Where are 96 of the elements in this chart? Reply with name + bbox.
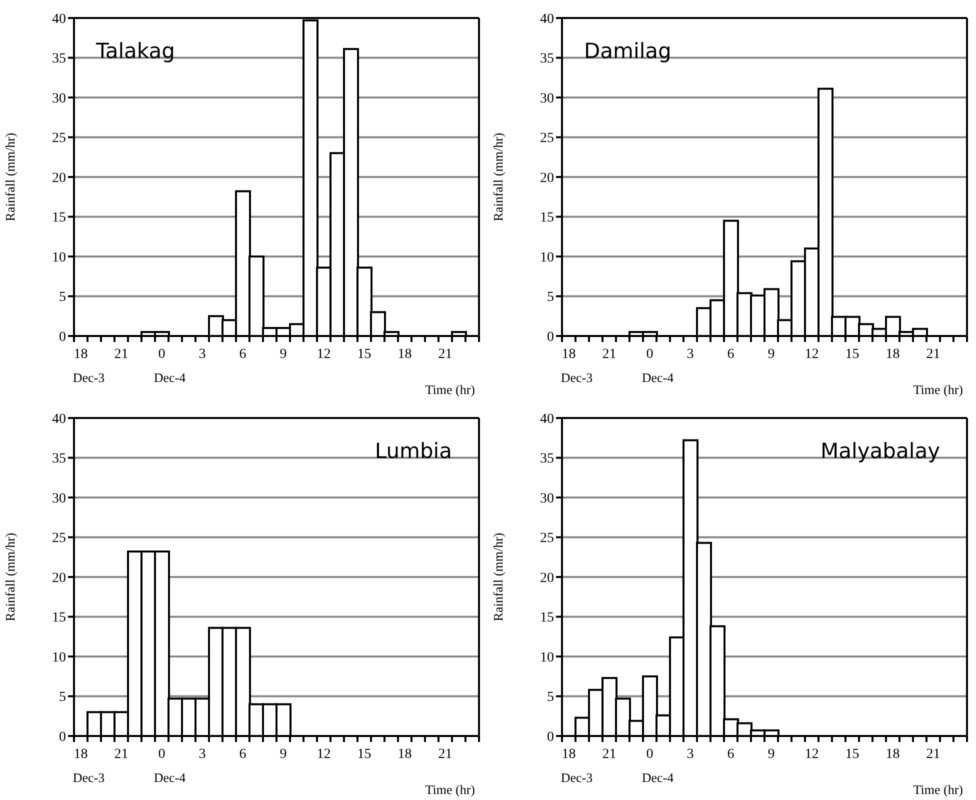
x-tick-label: 21: [114, 747, 128, 762]
text: Damilag: [584, 39, 672, 63]
x-tick-label: 15: [357, 347, 372, 362]
y-tick-label: 5: [59, 290, 66, 306]
text: Dec-3: [72, 770, 105, 785]
text: Dec-3: [560, 770, 593, 785]
x-axis-title: Time (hr): [425, 382, 475, 397]
y-tick-label: 40: [540, 12, 554, 27]
x-tick-label: 18: [886, 347, 900, 362]
y-tick-label: 25: [52, 131, 66, 146]
y-tick-label: 10: [540, 250, 554, 266]
text: Dec-4: [642, 370, 674, 385]
y-tick-label: 10: [52, 650, 66, 666]
x-tick-label: 3: [686, 747, 694, 762]
y-tick-label: 25: [540, 531, 554, 546]
y-tick-label: 40: [52, 12, 66, 27]
x-tick-label: 21: [438, 747, 452, 762]
y-tick-label: 35: [540, 452, 554, 467]
y-tick-label: 0: [59, 330, 66, 345]
y-tick-label: 15: [540, 610, 554, 626]
y-tick-label: 0: [547, 730, 554, 745]
text: Lumbia: [374, 439, 452, 463]
x-tick-label: 18: [74, 747, 88, 762]
y-tick-label: 30: [52, 91, 66, 106]
y-tick-label: 15: [52, 610, 66, 626]
text: Dec-3: [72, 370, 105, 385]
y-tick-label: 35: [52, 452, 66, 467]
x-tick-label: 0: [158, 747, 166, 762]
text: Talakag: [96, 39, 175, 63]
y-tick-label: 5: [59, 690, 66, 706]
y-axis-title: Rainfall (mm/hr): [490, 132, 506, 222]
y-tick-label: 20: [52, 570, 66, 586]
x-tick-label: 12: [316, 347, 331, 362]
x-tick-label: 3: [198, 747, 206, 762]
text: Malyabalay: [820, 439, 940, 463]
x-tick-label: 15: [845, 747, 860, 762]
x-tick-label: 18: [398, 747, 412, 762]
x-tick-label: 9: [280, 347, 287, 362]
y-tick-label: 20: [52, 170, 66, 186]
x-tick-label: 18: [74, 347, 88, 362]
y-tick-label: 30: [540, 491, 554, 506]
x-tick-label: 0: [158, 347, 166, 362]
x-tick-label: 15: [845, 347, 860, 362]
x-tick-label: 3: [198, 347, 206, 362]
y-axis-title: Rainfall (mm/hr): [490, 532, 506, 622]
x-axis-title: Time (hr): [913, 782, 963, 797]
y-tick-label: 35: [52, 52, 66, 67]
x-tick-label: 18: [562, 747, 576, 762]
y-tick-label: 15: [52, 210, 66, 226]
x-tick-label: 9: [280, 747, 287, 762]
y-tick-label: 10: [52, 250, 66, 266]
x-tick-label: 3: [686, 347, 694, 362]
y-tick-label: 5: [547, 690, 554, 706]
y-axis-title: Rainfall (mm/hr): [2, 532, 18, 622]
y-tick-label: 0: [547, 330, 554, 345]
x-axis-title: Time (hr): [913, 382, 963, 397]
x-tick-label: 6: [727, 347, 734, 362]
y-tick-label: 35: [540, 52, 554, 67]
y-tick-label: 30: [52, 491, 66, 506]
y-tick-label: 20: [540, 170, 554, 186]
x-tick-label: 6: [239, 347, 246, 362]
y-tick-label: 25: [540, 131, 554, 146]
x-tick-label: 21: [438, 347, 452, 362]
y-axis-title: Rainfall (mm/hr): [2, 132, 18, 222]
x-tick-label: 9: [768, 747, 775, 762]
y-tick-label: 40: [52, 412, 66, 427]
x-tick-label: 21: [926, 747, 940, 762]
x-tick-label: 12: [804, 347, 819, 362]
x-tick-label: 12: [804, 747, 819, 762]
y-tick-label: 30: [540, 91, 554, 106]
x-tick-label: 18: [562, 347, 576, 362]
x-tick-label: 6: [727, 747, 734, 762]
x-tick-label: 18: [398, 347, 412, 362]
text: Dec-4: [154, 370, 186, 385]
y-tick-label: 15: [540, 210, 554, 226]
text: Dec-4: [154, 770, 186, 785]
y-tick-label: 20: [540, 570, 554, 586]
x-tick-label: 18: [886, 747, 900, 762]
x-tick-label: 9: [768, 347, 775, 362]
y-tick-label: 0: [59, 730, 66, 745]
x-tick-label: 0: [646, 747, 654, 762]
x-tick-label: 21: [114, 347, 128, 362]
text: Dec-4: [642, 770, 674, 785]
y-tick-label: 5: [547, 290, 554, 306]
y-tick-label: 40: [540, 412, 554, 427]
text: Dec-3: [560, 370, 593, 385]
y-tick-label: 10: [540, 650, 554, 666]
x-tick-label: 12: [316, 747, 331, 762]
x-tick-label: 21: [602, 347, 616, 362]
x-tick-label: 15: [357, 747, 372, 762]
x-tick-label: 21: [602, 747, 616, 762]
y-tick-label: 25: [52, 531, 66, 546]
x-tick-label: 0: [646, 347, 654, 362]
x-tick-label: 6: [239, 747, 246, 762]
x-tick-label: 21: [926, 347, 940, 362]
x-axis-title: Time (hr): [425, 782, 475, 797]
